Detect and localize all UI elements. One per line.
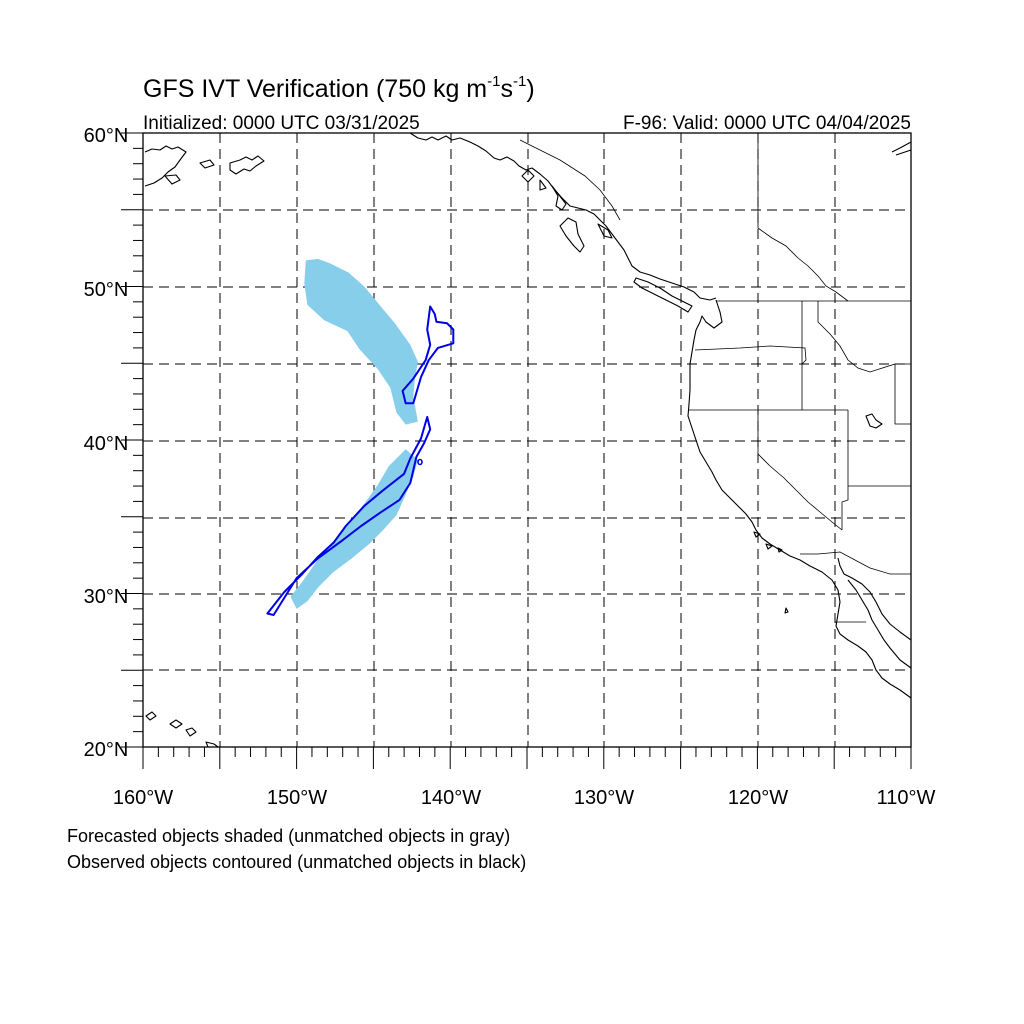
lon-labels: 160°W 150°W 140°W 130°W 120°W 110°W — [113, 787, 936, 809]
alaska-coast — [144, 145, 265, 187]
se-alaska-islands — [521, 169, 613, 253]
map-content — [143, 132, 912, 748]
observed-contour-1 — [401, 305, 455, 405]
wyoming-border — [894, 363, 911, 425]
map-frame — [142, 132, 912, 748]
vancouver-island — [633, 277, 693, 313]
map-title: GFS IVT Verification (750 kg m-1s-1) — [143, 73, 535, 103]
lat-label-60: 60°N — [84, 125, 129, 147]
lat-labels: 60°N 50°N 40°N 30°N 20°N — [84, 125, 129, 761]
lon-label-140: 140°W — [421, 787, 481, 809]
hawaii-islands — [145, 711, 219, 748]
init-time-label: Initialized: 0000 UTC 03/31/2025 — [143, 113, 420, 134]
utah-nevada-border — [841, 410, 911, 530]
lon-label-110: 110°W — [877, 787, 936, 809]
lon-label-130: 130°W — [574, 787, 634, 809]
idaho-border — [801, 301, 896, 410]
tick-marks — [121, 132, 912, 769]
mexico-us-border — [800, 551, 911, 575]
us-west-coast — [687, 299, 912, 699]
coastlines — [144, 132, 912, 748]
footnote-forecast: Forecasted objects shaded (unmatched obj… — [67, 826, 510, 846]
observed-contour-2 — [266, 416, 432, 616]
lon-label-150: 150°W — [267, 787, 327, 809]
gulf-california — [847, 579, 912, 669]
lat-label-20: 20°N — [84, 739, 129, 761]
lon-label-120: 120°W — [728, 787, 788, 809]
baja-east-coast — [837, 557, 912, 641]
oregon-washington-border — [694, 345, 807, 365]
ne-corner-coast — [891, 141, 912, 156]
observed-small-object — [417, 458, 423, 466]
lat-label-50: 50°N — [84, 279, 129, 301]
great-salt-lake — [865, 413, 883, 429]
lon-label-160: 160°W — [113, 787, 173, 809]
bc-alaska-border — [519, 139, 621, 221]
forecast-object-1 — [304, 258, 418, 425]
channel-islands — [753, 531, 789, 614]
valid-time-label: F-96: Valid: 0000 UTC 04/04/2025 — [623, 113, 911, 134]
observed-objects — [266, 305, 455, 616]
political-borders — [519, 133, 911, 623]
footnote-observed: Observed objects contoured (unmatched ob… — [67, 852, 526, 872]
lat-label-40: 40°N — [84, 433, 129, 455]
bc-alberta-border — [757, 133, 849, 302]
lat-label-30: 30°N — [84, 586, 129, 608]
nevada-border — [757, 410, 843, 531]
lat-lon-grid — [143, 133, 911, 747]
